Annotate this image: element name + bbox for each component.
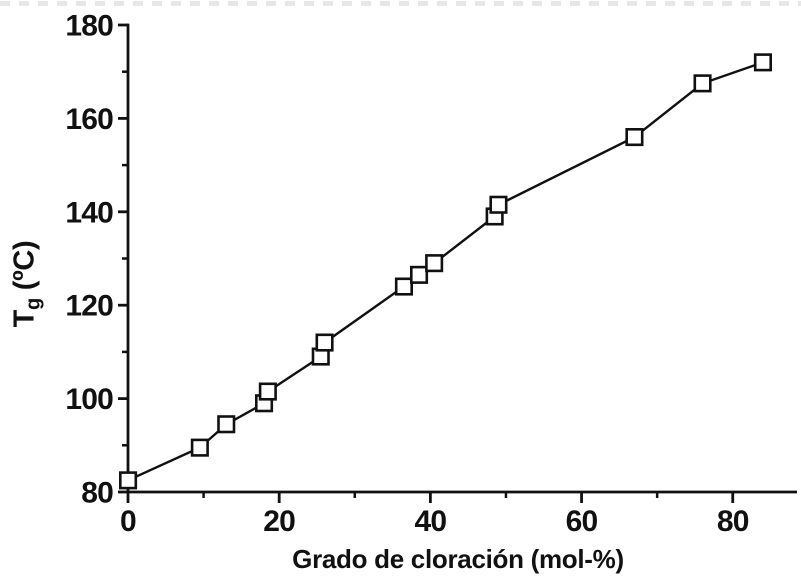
y-tick-label: 80 xyxy=(81,477,113,510)
x-tick-label: 80 xyxy=(717,505,749,538)
x-tick-label: 60 xyxy=(566,505,598,538)
x-tick-label: 0 xyxy=(120,505,136,538)
data-point-marker xyxy=(315,333,334,352)
data-point-marker xyxy=(190,438,209,457)
data-point-marker xyxy=(119,471,138,490)
data-point-marker xyxy=(753,53,773,72)
data-point-marker xyxy=(425,254,444,273)
y-tick-label: 160 xyxy=(65,103,113,136)
x-tick-label: 20 xyxy=(263,505,295,538)
y-tick-label: 140 xyxy=(65,196,113,229)
y-tick-label: 120 xyxy=(65,290,113,323)
top-scan-artifact xyxy=(0,1,801,6)
x-tick-label: 40 xyxy=(414,505,446,538)
y-axis-title-rest: (ºC) xyxy=(8,240,41,299)
data-point-marker xyxy=(489,195,508,214)
y-tick-label: 180 xyxy=(65,10,113,43)
data-point-marker xyxy=(258,382,277,401)
y-axis-title: Tg (ºC) xyxy=(9,241,46,328)
data-point-marker xyxy=(394,277,414,296)
data-point-marker xyxy=(625,128,644,147)
data-point-marker xyxy=(693,74,712,93)
y-axis-title-sub: g xyxy=(22,298,45,310)
y-axis-title-main: T xyxy=(8,309,41,328)
data-point-marker xyxy=(409,265,429,284)
y-tick-label: 100 xyxy=(65,383,113,416)
data-point-marker xyxy=(217,415,236,434)
x-axis-title: Grado de cloración (mol-%) xyxy=(292,544,624,574)
